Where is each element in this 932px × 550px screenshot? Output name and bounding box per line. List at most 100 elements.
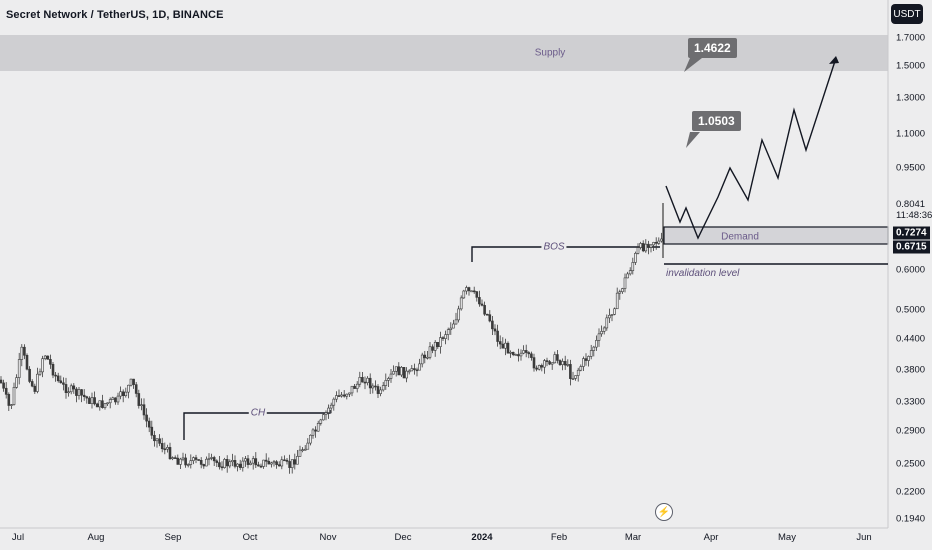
candle-body: [335, 395, 338, 400]
candle-body: [641, 243, 645, 252]
price-tick: 0.9500: [896, 162, 926, 174]
candle-body: [220, 466, 224, 469]
candle-body: [38, 371, 42, 375]
candle-body: [355, 383, 359, 389]
candle-body: [426, 356, 429, 359]
candle-body: [647, 243, 650, 248]
candle-body: [59, 380, 63, 384]
time-tick: Oct: [242, 532, 258, 543]
candle-body: [246, 458, 250, 465]
candle-body: [298, 449, 302, 457]
candle-body: [85, 396, 89, 399]
candle-body: [231, 460, 234, 463]
candle-body: [431, 346, 434, 351]
candle-body: [140, 404, 143, 407]
candle-body: [311, 429, 315, 436]
candle-body: [623, 277, 627, 289]
candle-body: [348, 392, 351, 395]
candle-body: [10, 404, 13, 406]
candle-body: [319, 419, 323, 424]
price-tick: 0.6000: [896, 264, 926, 276]
time-tick: Jul: [11, 532, 25, 543]
candle-body: [465, 287, 468, 292]
candle-body: [397, 366, 401, 376]
candle-body: [649, 244, 653, 248]
candle-body: [119, 391, 122, 397]
candle-body: [413, 368, 416, 371]
candle-body: [225, 459, 229, 467]
candle-body: [418, 363, 421, 371]
candle-body: [134, 384, 138, 394]
candle-body: [576, 369, 580, 376]
candle-body: [2, 382, 5, 389]
candle-body: [54, 374, 57, 377]
candle-body: [584, 358, 588, 361]
lightning-icon[interactable]: ⚡: [655, 503, 673, 521]
candle-body: [548, 361, 551, 365]
candle-body: [470, 290, 473, 293]
candle-body: [51, 364, 55, 376]
candle-body: [80, 389, 83, 396]
candle-body: [423, 354, 427, 359]
candle-body: [114, 397, 117, 403]
candle-body: [407, 370, 411, 373]
candle-body: [449, 327, 453, 330]
candle-body: [257, 464, 260, 467]
candle-body: [25, 354, 29, 370]
candle-body: [550, 362, 554, 365]
candle-body: [636, 247, 640, 254]
candle-body: [236, 463, 239, 467]
candle-body: [537, 365, 541, 370]
candle-body: [4, 387, 8, 395]
candle-body: [283, 459, 286, 462]
candle-body: [251, 458, 255, 464]
candle-body: [171, 457, 174, 460]
candle-body: [467, 287, 471, 292]
candle-body: [530, 353, 533, 358]
candle-body: [597, 333, 601, 341]
candle-body: [405, 370, 408, 379]
candle-body: [522, 350, 525, 354]
time-tick: Dec: [394, 532, 412, 543]
candle-body: [506, 342, 510, 354]
candle-body: [17, 359, 21, 378]
candle-body: [454, 319, 458, 325]
candle-body: [192, 457, 195, 461]
candle-body: [589, 350, 593, 357]
candle-body: [205, 458, 208, 467]
candle-body: [543, 360, 546, 368]
candle-body: [62, 382, 65, 385]
candle-body: [558, 360, 562, 365]
candle-body: [124, 391, 128, 397]
candle-body: [524, 350, 528, 353]
ch-label: CH: [248, 407, 268, 419]
candle-body: [218, 462, 221, 468]
candle-body: [106, 402, 109, 405]
candle-body: [285, 459, 289, 462]
candle-body: [290, 459, 294, 468]
candle-body: [433, 341, 437, 351]
candle-body: [579, 366, 583, 371]
candle-body: [129, 378, 133, 386]
candle-body: [501, 343, 505, 349]
target-1-pointer: [686, 132, 700, 148]
time-tick: Apr: [703, 532, 719, 543]
currency-button[interactable]: USDT: [891, 4, 923, 24]
candle-body: [207, 457, 211, 460]
invalidation-label: invalidation level: [666, 268, 740, 279]
candle-body: [275, 461, 278, 465]
candle-body: [249, 462, 252, 465]
candle-body: [168, 447, 172, 460]
candle-body: [441, 337, 445, 339]
candle-body: [189, 460, 193, 465]
candle-body: [415, 369, 419, 372]
candle-body: [12, 387, 16, 405]
candle-body: [602, 327, 606, 332]
candle-body: [631, 262, 635, 271]
candle-body: [238, 463, 242, 468]
candle-body: [402, 367, 406, 379]
candle-body: [33, 385, 37, 392]
time-tick: Feb: [550, 532, 568, 543]
candle-body: [410, 368, 414, 372]
